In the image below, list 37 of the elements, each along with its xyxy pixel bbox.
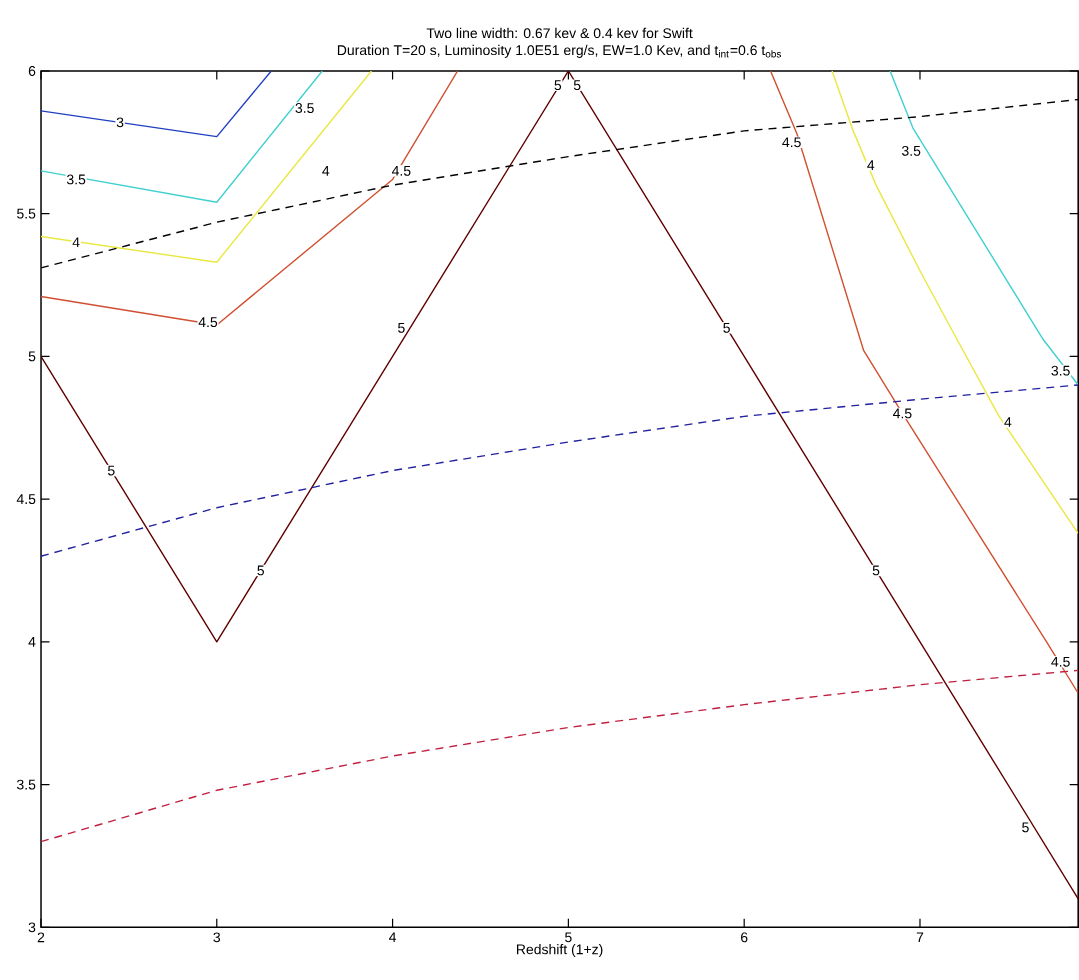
x-tick-label: 3 (213, 932, 221, 943)
y-tick-label: 5 (28, 351, 36, 362)
x-tick-label: 2 (37, 932, 45, 943)
annotation: 5 (398, 322, 405, 333)
x-tick-label: 7 (916, 932, 924, 942)
annotation: 4 (72, 237, 80, 247)
y-tick-label: 4.5 (16, 494, 36, 504)
annotation: 3.5 (902, 145, 921, 156)
x-tick-label: 4 (389, 932, 397, 942)
annotation: 3.5 (1051, 365, 1070, 376)
annotation: 5 (872, 565, 880, 576)
annotation: 3.5 (66, 174, 86, 185)
annotation: 5 (107, 465, 115, 476)
annotation: 3.5 (295, 102, 314, 113)
annotation: 4 (867, 160, 875, 170)
annotation: 4.5 (198, 317, 218, 327)
annotation: 3 (116, 117, 124, 128)
y-tick-label: 4 (28, 636, 36, 647)
annotation: 4 (322, 165, 330, 176)
annotation: 5 (1022, 822, 1029, 833)
annotation: 5 (554, 80, 562, 90)
y-tick-label: 3.5 (17, 779, 36, 790)
y-tick-label: 3 (28, 922, 36, 933)
annotation: 5 (257, 565, 265, 576)
chart-title: Two line width: 0.67 kev & 0.4 kev for Swift (426, 27, 693, 38)
annotation: 4.5 (782, 137, 801, 148)
y-tick-label: 6 (28, 65, 36, 76)
annotation: 4 (1004, 417, 1012, 427)
x-axis-title: Redshift (1+z) (517, 943, 603, 957)
y-tick-label: 5.5 (17, 208, 36, 219)
annotation: 5 (573, 80, 581, 90)
annotation: 4.5 (391, 165, 411, 176)
chart-subtitle: Duration T=20 s, Luminosity 1.0E51 erg/s, EW=1.0 Kev, and t$_{int}$=0.6 t$_{obs}$ (337, 44, 782, 58)
x-tick-label: 6 (741, 932, 748, 943)
annotation: 5 (723, 322, 730, 333)
x-tick-label: 5 (565, 932, 572, 942)
annotation: 4.5 (1051, 656, 1070, 667)
